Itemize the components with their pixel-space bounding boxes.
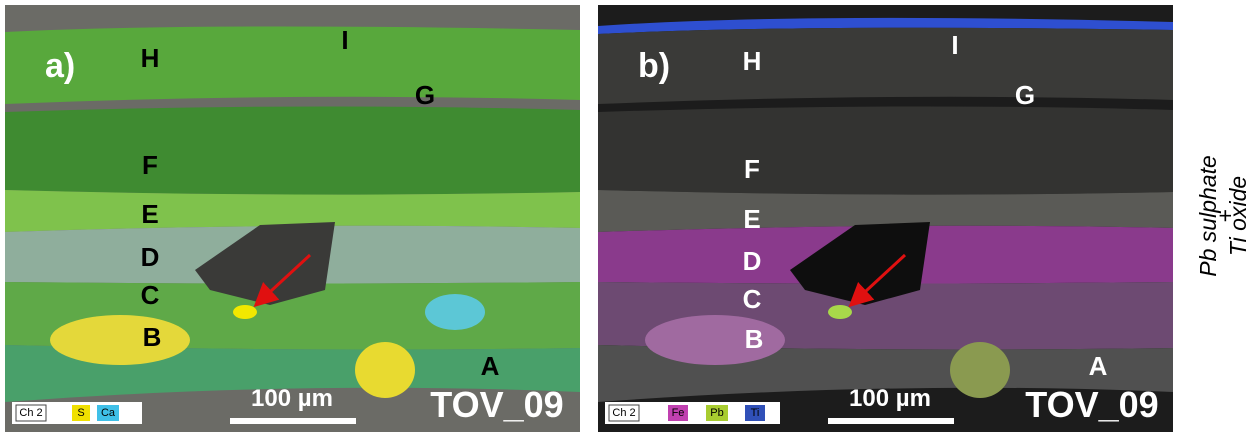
legend-entry: Ti [751,407,760,419]
layer-label: C [743,284,762,314]
panel-b: b) H I G F E D C B A Ch 2 Fe Pb Ti 100 µ… [598,5,1173,432]
legend-entry: Ch 2 [612,407,635,419]
figure: a) H I G F E D C B A Ch 2 S Ca 100 µm TO… [0,0,1253,436]
layer-band [598,28,1173,104]
legend-entry: Ca [101,407,116,419]
pb-patch [950,342,1010,398]
side-note-line: Ti oxide [1225,176,1251,256]
layer-band [598,106,1173,194]
layer-label: A [481,351,500,381]
scale-bar-label: 100 µm [251,385,333,412]
layer-label: G [415,80,435,110]
layer-label: H [141,43,160,73]
particle [233,305,257,319]
layer-label: H [743,46,762,76]
layer-band [5,26,580,104]
particle [828,305,852,319]
legend-entry: S [77,407,84,419]
legend-entry: Fe [672,407,685,419]
layer-label: I [951,30,958,60]
side-note: Pb sulphate + Ti oxide [1195,155,1251,276]
layer-label: A [1089,351,1108,381]
layer-label: I [341,25,348,55]
layer-label: C [141,280,160,310]
panel-label: b) [638,47,670,85]
layer-label: D [141,242,160,272]
yellow-patch [50,315,190,365]
layer-label: F [744,154,760,184]
panel-a: a) H I G F E D C B A Ch 2 S Ca 100 µm TO… [5,5,580,432]
layer-label: E [743,204,760,234]
sample-id: TOV_09 [430,384,563,425]
yellow-patch [355,342,415,398]
scale-bar-label: 100 µm [849,385,931,412]
legend-entry: Pb [710,407,723,419]
layer-label: B [143,322,162,352]
scale-bar [230,418,356,424]
layer-label: D [743,246,762,276]
pb-patch [645,315,785,365]
panel-label: a) [45,47,75,85]
layer-band [5,106,580,194]
sample-id: TOV_09 [1025,384,1158,425]
layer-label: E [141,199,158,229]
layer-label: B [745,324,764,354]
scale-bar [828,418,954,424]
legend-entry: Ch 2 [19,407,42,419]
layer-label: F [142,150,158,180]
layer-label: G [1015,80,1035,110]
cyan-patch [425,294,485,330]
